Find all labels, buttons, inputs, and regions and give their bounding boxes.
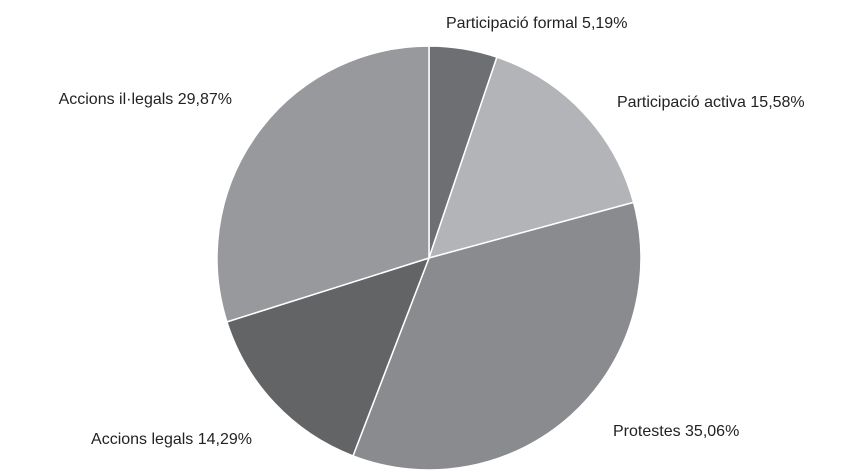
slice-label-3: Protestes 35,06% [613,423,739,440]
slice-label-1: Participació formal 5,19% [446,15,627,32]
pie-slice-participaci-activa [428,56,635,259]
slice-label-2: Participació activa 15,58% [617,94,805,111]
pie-slices [216,45,642,471]
pie-labels: Participació formal 5,19% Participació ac… [59,15,805,448]
pie-slice-accions-legals [226,257,430,457]
pie-slice-accions-il-legals [216,45,430,323]
slice-label-4: Accions legals 14,29% [91,431,252,448]
slice-label-5: Accions il·legals 29,87% [59,91,232,108]
